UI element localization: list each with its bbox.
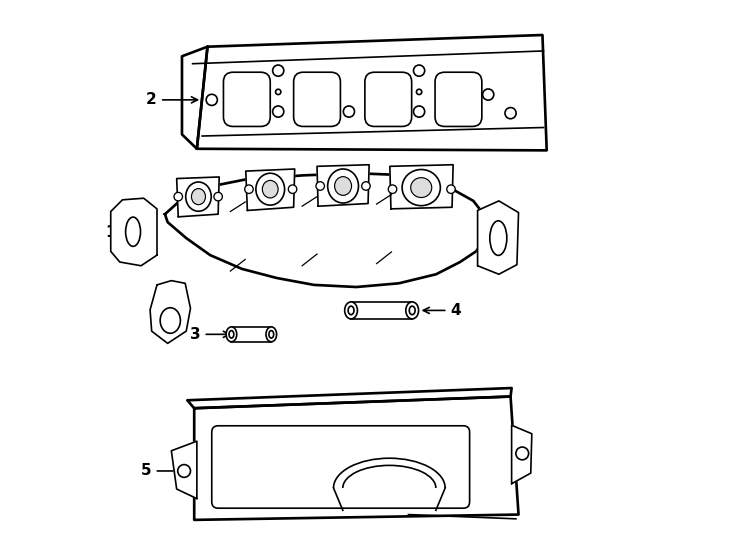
Ellipse shape — [256, 173, 285, 205]
Polygon shape — [182, 46, 208, 149]
Ellipse shape — [516, 447, 528, 460]
Ellipse shape — [269, 330, 274, 338]
Ellipse shape — [335, 177, 352, 195]
Ellipse shape — [174, 192, 183, 201]
Ellipse shape — [275, 89, 281, 94]
Ellipse shape — [416, 89, 422, 94]
FancyBboxPatch shape — [435, 72, 482, 126]
Text: 4: 4 — [424, 303, 461, 318]
Ellipse shape — [505, 107, 516, 119]
Ellipse shape — [244, 185, 253, 193]
Polygon shape — [246, 169, 294, 211]
FancyBboxPatch shape — [294, 72, 341, 126]
Ellipse shape — [362, 182, 370, 190]
Ellipse shape — [345, 302, 357, 319]
Ellipse shape — [178, 464, 191, 477]
Ellipse shape — [413, 106, 425, 117]
Ellipse shape — [411, 178, 432, 198]
Ellipse shape — [160, 308, 181, 333]
Ellipse shape — [206, 94, 217, 105]
Text: 1: 1 — [106, 225, 148, 240]
Ellipse shape — [192, 188, 206, 205]
Ellipse shape — [447, 185, 455, 193]
Polygon shape — [351, 302, 413, 319]
Ellipse shape — [272, 65, 284, 76]
Polygon shape — [171, 441, 197, 498]
Polygon shape — [317, 165, 369, 206]
Ellipse shape — [490, 221, 507, 255]
Polygon shape — [197, 35, 547, 150]
Ellipse shape — [327, 169, 358, 203]
Ellipse shape — [262, 180, 278, 198]
Ellipse shape — [388, 185, 397, 193]
Ellipse shape — [226, 327, 237, 342]
Polygon shape — [177, 177, 219, 217]
Ellipse shape — [272, 106, 284, 117]
Ellipse shape — [344, 106, 355, 117]
Polygon shape — [165, 173, 487, 287]
FancyBboxPatch shape — [211, 426, 470, 508]
Ellipse shape — [406, 302, 418, 319]
Polygon shape — [478, 201, 518, 274]
Ellipse shape — [186, 182, 211, 211]
Text: 5: 5 — [141, 463, 192, 478]
Text: 2: 2 — [146, 92, 197, 107]
Ellipse shape — [348, 306, 354, 315]
FancyBboxPatch shape — [223, 72, 270, 126]
Ellipse shape — [229, 330, 234, 338]
Polygon shape — [512, 425, 532, 484]
Ellipse shape — [126, 217, 140, 246]
Ellipse shape — [214, 192, 222, 201]
FancyBboxPatch shape — [365, 72, 412, 126]
Ellipse shape — [266, 327, 277, 342]
Text: 3: 3 — [190, 327, 230, 342]
Polygon shape — [150, 281, 191, 343]
Polygon shape — [195, 396, 518, 520]
Ellipse shape — [402, 170, 440, 206]
Polygon shape — [187, 388, 512, 408]
Ellipse shape — [316, 182, 324, 190]
Polygon shape — [111, 198, 157, 266]
Ellipse shape — [288, 185, 297, 193]
Ellipse shape — [413, 65, 425, 76]
Ellipse shape — [410, 306, 415, 315]
Ellipse shape — [483, 89, 494, 100]
Polygon shape — [231, 327, 272, 342]
Polygon shape — [390, 165, 453, 209]
